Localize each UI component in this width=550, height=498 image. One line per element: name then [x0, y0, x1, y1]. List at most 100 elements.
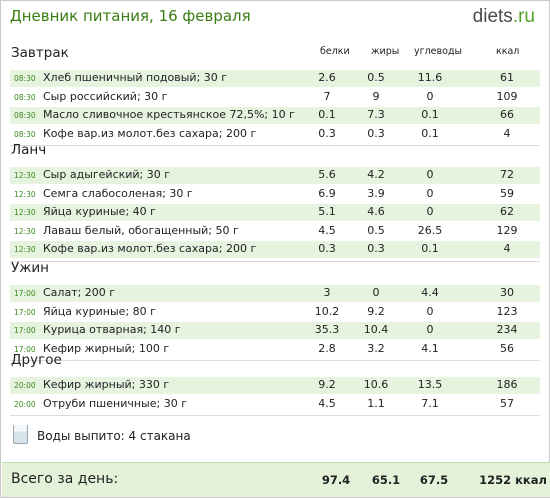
value-kcal: 59 [500, 186, 514, 200]
food-row[interactable]: 20:00 Кефир жирный; 330 г 9.2 10.6 13.5 186 [10, 377, 540, 394]
value-fat: 4.2 [367, 168, 385, 181]
section-heading: Завтрак [11, 45, 69, 61]
food-row[interactable]: 12:30 Кофе вар.из молот.без сахара; 200 г… [10, 241, 540, 258]
food-name: Кофе вар.из молот.без сахара; 200 г [43, 242, 257, 255]
value-fat: 0.3 [367, 242, 385, 255]
meal-time: 12:30 [14, 208, 36, 217]
value-protein: 7 [323, 89, 331, 103]
value-carbs: 0 [426, 323, 434, 336]
meal-time: 17:00 [14, 344, 36, 354]
value-protein: 4.5 [318, 223, 336, 237]
value-carbs: 0.1 [421, 108, 439, 121]
value-fat: 3.2 [367, 341, 385, 355]
meal-time: 17:00 [14, 289, 36, 298]
food-row[interactable]: 20:00 Отруби пшеничные; 30 г 4.5 1.1 7.1 57 [10, 396, 540, 413]
value-carbs: 0 [426, 304, 434, 318]
value-protein: 6.9 [318, 186, 336, 200]
section-heading: Другое [11, 352, 62, 368]
value-kcal: 186 [496, 378, 518, 391]
value-protein: 2.6 [318, 71, 336, 84]
daily-totals: Всего за день: 97.4 65.1 67.5 1252 ккал [2, 462, 550, 497]
meal-time: 20:00 [14, 399, 36, 409]
value-protein: 4.5 [318, 396, 336, 410]
food-name: Кофе вар.из молот.без сахара; 200 г [43, 126, 257, 140]
value-protein: 3 [323, 286, 331, 299]
meal-time: 12:30 [14, 245, 36, 254]
value-carbs: 0 [426, 168, 434, 181]
meal-time: 17:00 [14, 307, 36, 317]
value-fat: 3.9 [367, 186, 385, 200]
value-protein: 2.8 [318, 341, 336, 355]
value-carbs: 11.6 [417, 71, 443, 84]
value-kcal: 72 [500, 168, 514, 181]
logo-name: diets [472, 6, 513, 27]
water-glass-icon [13, 425, 28, 444]
value-protein: 9.2 [318, 378, 336, 391]
food-name: Лаваш белый, обогащенный; 50 г [43, 223, 239, 237]
meal-time: 12:30 [14, 226, 36, 236]
value-fat: 0.5 [367, 223, 385, 237]
totals-label: Всего за день: [11, 471, 119, 487]
food-name: Масло сливочное крестьянское 72,5%; 10 г [43, 108, 295, 121]
section-heading: Ужин [11, 260, 49, 276]
food-name: Салат; 200 г [43, 286, 116, 299]
value-kcal: 109 [496, 89, 518, 103]
column-header-fat: жиры [371, 46, 400, 57]
food-row[interactable]: 08:30 Сыр российский; 30 г 7 9 0 109 [10, 89, 540, 106]
value-carbs: 7.1 [421, 396, 439, 410]
food-row[interactable]: 17:00 Курица отварная; 140 г 35.3 10.4 0 234 [10, 322, 540, 339]
value-fat: 9 [372, 89, 380, 103]
value-kcal: 61 [500, 71, 514, 84]
value-kcal: 234 [496, 323, 518, 336]
meal-time: 08:30 [14, 92, 36, 102]
section-divider [10, 360, 540, 361]
food-row[interactable]: 17:00 Яйца куриные; 80 г 10.2 9.2 0 123 [10, 304, 540, 321]
food-row[interactable]: 12:30 Семга слабосоленая; 30 г 6.9 3.9 0 59 [10, 186, 540, 203]
value-fat: 0.5 [367, 71, 385, 84]
section-divider [10, 260, 540, 262]
page-title: Дневник питания, 16 февраля [10, 7, 251, 25]
food-row[interactable]: 08:30 Хлеб пшеничный подовый; 30 г 2.6 0.5 1… [10, 70, 540, 87]
food-row[interactable]: 17:00 Кефир жирный; 100 г 2.8 3.2 4.1 56 [10, 341, 540, 358]
value-carbs: 4.1 [421, 341, 439, 355]
column-header-protein: белки [320, 46, 350, 57]
meal-time: 12:30 [14, 189, 36, 199]
meal-time: 08:30 [14, 74, 36, 83]
total-protein: 97.4 [321, 473, 351, 487]
section-divider [10, 415, 540, 416]
food-row[interactable]: 08:30 Кофе вар.из молот.без сахара; 200 г… [10, 126, 540, 143]
value-protein: 0.1 [318, 108, 336, 121]
food-name: Кефир жирный; 330 г [43, 378, 170, 391]
value-protein: 10.2 [314, 304, 340, 318]
value-protein: 5.1 [318, 205, 336, 218]
food-name: Яйца куриные; 40 г [43, 205, 156, 218]
value-kcal: 129 [496, 223, 518, 237]
value-fat: 0 [372, 286, 380, 299]
logo-dot: . [512, 6, 519, 27]
meal-time: 17:00 [14, 326, 36, 335]
food-name: Семга слабосоленая; 30 г [43, 186, 193, 200]
food-row[interactable]: 08:30 Масло сливочное крестьянское 72,5%;… [10, 107, 540, 124]
value-kcal: 62 [500, 205, 514, 218]
food-row[interactable]: 12:30 Лаваш белый, обогащенный; 50 г 4.5 0.… [10, 223, 540, 240]
food-name: Яйца куриные; 80 г [43, 304, 156, 318]
value-kcal: 66 [500, 108, 514, 121]
food-row[interactable]: 17:00 Салат; 200 г 3 0 4.4 30 [10, 285, 540, 302]
column-header-carbs: углеводы [414, 46, 463, 57]
total-carbs: 67.5 [419, 473, 449, 487]
food-name: Курица отварная; 140 г [43, 323, 181, 336]
value-kcal: 30 [500, 286, 514, 299]
value-kcal: 57 [500, 396, 514, 410]
site-logo[interactable]: diets.ru [473, 6, 535, 28]
value-carbs: 13.5 [417, 378, 443, 391]
value-carbs: 4.4 [421, 286, 439, 299]
value-kcal: 4 [503, 242, 511, 255]
value-fat: 7.3 [367, 108, 385, 121]
food-row[interactable]: 12:30 Сыр адыгейский; 30 г 5.6 4.2 0 72 [10, 167, 540, 184]
food-row[interactable]: 12:30 Яйца куриные; 40 г 5.1 4.6 0 62 [10, 204, 540, 221]
value-protein: 5.6 [318, 168, 336, 181]
value-fat: 1.1 [367, 396, 385, 410]
column-header-kcal: ккал [496, 46, 520, 57]
section-heading: Ланч [11, 142, 47, 158]
value-fat: 0.3 [367, 126, 385, 140]
